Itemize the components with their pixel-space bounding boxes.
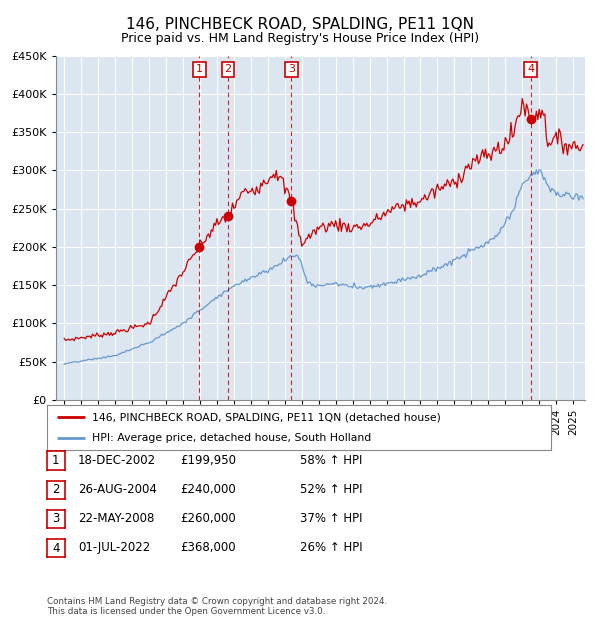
- Text: Contains HM Land Registry data © Crown copyright and database right 2024.: Contains HM Land Registry data © Crown c…: [47, 597, 387, 606]
- Text: 1: 1: [52, 454, 59, 467]
- Text: 52% ↑ HPI: 52% ↑ HPI: [300, 483, 362, 495]
- Text: 2: 2: [224, 64, 232, 74]
- Text: 26-AUG-2004: 26-AUG-2004: [78, 483, 157, 495]
- Text: 22-MAY-2008: 22-MAY-2008: [78, 512, 154, 525]
- Text: 3: 3: [52, 513, 59, 525]
- Text: Price paid vs. HM Land Registry's House Price Index (HPI): Price paid vs. HM Land Registry's House …: [121, 32, 479, 45]
- Text: HPI: Average price, detached house, South Holland: HPI: Average price, detached house, Sout…: [92, 433, 371, 443]
- Text: This data is licensed under the Open Government Licence v3.0.: This data is licensed under the Open Gov…: [47, 606, 325, 616]
- Text: £240,000: £240,000: [180, 483, 236, 495]
- Text: 4: 4: [527, 64, 534, 74]
- Text: 2: 2: [52, 484, 59, 496]
- Text: £260,000: £260,000: [180, 512, 236, 525]
- Text: 3: 3: [288, 64, 295, 74]
- Text: 1: 1: [196, 64, 203, 74]
- Text: 58% ↑ HPI: 58% ↑ HPI: [300, 454, 362, 466]
- Text: £199,950: £199,950: [180, 454, 236, 466]
- Text: £368,000: £368,000: [180, 541, 236, 554]
- Text: 37% ↑ HPI: 37% ↑ HPI: [300, 512, 362, 525]
- Text: 01-JUL-2022: 01-JUL-2022: [78, 541, 150, 554]
- Text: 18-DEC-2002: 18-DEC-2002: [78, 454, 156, 466]
- Text: 146, PINCHBECK ROAD, SPALDING, PE11 1QN (detached house): 146, PINCHBECK ROAD, SPALDING, PE11 1QN …: [92, 412, 441, 422]
- Text: 146, PINCHBECK ROAD, SPALDING, PE11 1QN: 146, PINCHBECK ROAD, SPALDING, PE11 1QN: [126, 17, 474, 32]
- Text: 26% ↑ HPI: 26% ↑ HPI: [300, 541, 362, 554]
- Text: 4: 4: [52, 542, 59, 554]
